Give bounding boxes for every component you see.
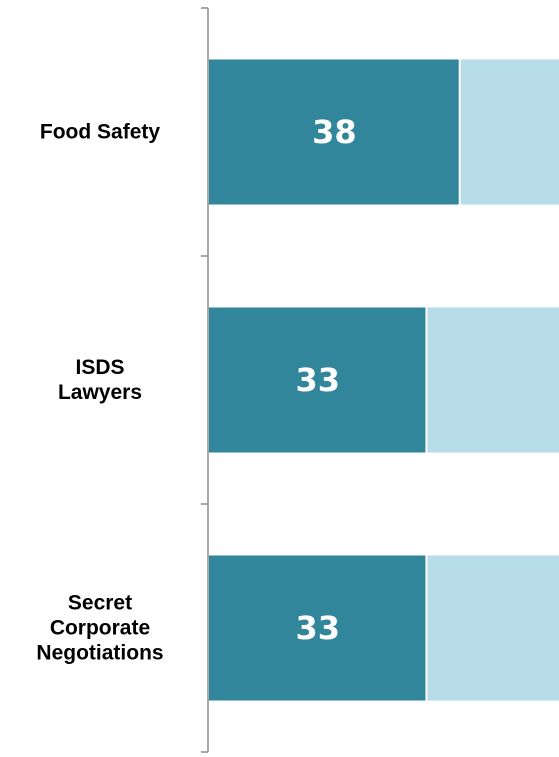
bar-value-label: 33 bbox=[295, 609, 340, 647]
bar-segment bbox=[209, 59, 459, 205]
bar-segment bbox=[209, 307, 426, 453]
bars bbox=[209, 59, 559, 701]
bar-value-label: 33 bbox=[295, 361, 340, 399]
category-label: Secret Corporate Negotiations bbox=[36, 592, 163, 665]
bar-segment bbox=[427, 555, 559, 701]
labels: 3866Food Safety3369ISDSLawyers3359Secret… bbox=[36, 113, 357, 665]
bar-segment bbox=[209, 555, 426, 701]
bar-segment bbox=[427, 307, 559, 453]
bar-segment bbox=[460, 59, 559, 205]
category-label-line: Secret bbox=[68, 592, 132, 615]
category-label-line: Negotiations bbox=[36, 642, 163, 665]
category-label-line: Food Safety bbox=[40, 121, 160, 144]
bar-value-label: 38 bbox=[312, 113, 357, 151]
category-axis bbox=[201, 7, 209, 753]
category-label: ISDS Lawyers bbox=[58, 356, 142, 404]
category-label-line: ISDS bbox=[75, 356, 124, 379]
category-label: Food Safety bbox=[40, 121, 160, 144]
category-label-line: Corporate bbox=[50, 617, 150, 640]
category-label-line: Lawyers bbox=[58, 381, 142, 404]
